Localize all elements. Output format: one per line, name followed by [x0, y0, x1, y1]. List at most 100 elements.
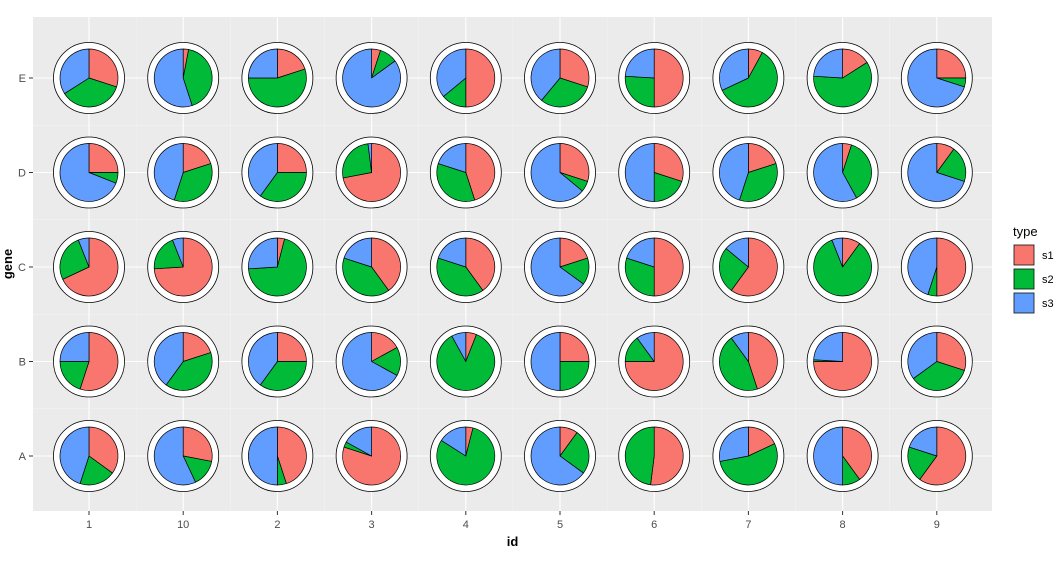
x-tick-label: 4: [463, 519, 469, 531]
pie-slice-s2: [436, 163, 476, 202]
pie-slice-s2: [719, 443, 778, 486]
pie-4-A: [429, 420, 502, 492]
pie-slice-s1: [731, 237, 778, 297]
pie-slice-s3: [440, 426, 467, 457]
pie-slice-s3: [248, 143, 278, 197]
pie-3-D: [335, 136, 408, 209]
pie-8-C: [806, 231, 879, 303]
x-tick-label: 7: [745, 519, 751, 531]
pie-slice-s2: [721, 52, 778, 108]
pie-2-D: [241, 136, 314, 209]
pie-2-E: [241, 42, 314, 114]
pie-slice-s2: [559, 432, 590, 474]
pie-8-D: [806, 136, 879, 209]
pie-slice-s3: [59, 48, 90, 94]
pie-slice-s3: [437, 237, 467, 268]
pie-slice-s1: [653, 237, 684, 297]
pie-slice-s1: [342, 426, 401, 486]
pie-slice-s3: [248, 237, 278, 270]
pie-6-B: [618, 325, 691, 398]
pie-slice-s1: [559, 143, 590, 182]
pie-slice-s2: [719, 248, 749, 291]
x-tick-label: 8: [840, 519, 846, 531]
pie-slice-s2: [842, 144, 872, 199]
pie-slice-s3: [530, 426, 584, 486]
pie-4-E: [429, 42, 502, 114]
pie-slice-s1: [748, 332, 778, 390]
pie-slice-s2: [182, 49, 213, 106]
pie-slice-s2: [624, 426, 655, 486]
y-axis-title: gene: [0, 249, 15, 279]
pie-2-A: [241, 420, 314, 492]
legend-label-s1: s1: [1042, 250, 1054, 262]
legend-title: type: [1013, 224, 1038, 239]
pie-slice-s2: [813, 239, 872, 297]
y-tick-label: B: [19, 357, 26, 369]
pie-7-E: [712, 42, 785, 114]
pie-9-C: [900, 231, 973, 303]
pie-6-D: [618, 136, 691, 209]
pie-slice-s1: [88, 143, 119, 173]
pie-slice-s1: [88, 426, 119, 474]
pie-3-A: [335, 420, 408, 492]
pie-slice-s3: [636, 332, 655, 362]
pie-slice-s2: [907, 446, 938, 480]
x-tick-label: 1: [86, 519, 92, 531]
pie-slice-s1: [277, 143, 307, 173]
pie-1-D: [53, 136, 125, 209]
pie-slice-s2: [153, 239, 184, 270]
pie-slice-s3: [626, 237, 655, 268]
x-axis-title: id: [507, 534, 519, 549]
pie-slice-s3: [624, 48, 655, 79]
pie-7-C: [712, 231, 785, 303]
pie-10-A: [147, 420, 220, 492]
pie-4-D: [429, 136, 502, 209]
x-tick-label: 9: [934, 519, 940, 531]
pie-10-B: [147, 325, 220, 398]
pie-slice-s1: [465, 237, 496, 291]
x-tick-label: 2: [274, 519, 280, 531]
pie-slice-s2: [64, 77, 117, 108]
pie-slice-s1: [371, 237, 401, 291]
pie-slice-s1: [919, 426, 967, 486]
pie-slice-s1: [88, 48, 119, 88]
pie-2-C: [241, 231, 314, 303]
pie-slice-s3: [153, 143, 184, 201]
pie-slice-s3: [719, 48, 749, 91]
pie-slice-s2: [624, 75, 655, 108]
pie-slice-s1: [813, 332, 872, 391]
pie-slice-s3: [813, 48, 843, 79]
pie-slice-s3: [907, 332, 938, 379]
pie-slice-s3: [813, 143, 857, 202]
pie-slice-s3: [907, 48, 965, 108]
pie-slice-s1: [936, 332, 967, 371]
pie-1-E: [53, 42, 125, 114]
pie-grid: [53, 42, 973, 492]
pie-slice-s2: [624, 257, 655, 297]
pie-slice-s2: [436, 334, 496, 391]
pie-slice-s3: [59, 426, 90, 484]
pie-slice-s3: [907, 237, 938, 295]
pie-8-A: [806, 420, 879, 492]
pie-slice-s3: [731, 332, 749, 362]
pie-slice-s1: [653, 143, 684, 182]
pie-5-D: [524, 136, 596, 209]
legend: type s1 s2 s3: [1013, 224, 1054, 314]
pie-2-B: [241, 325, 314, 398]
pie-8-E: [806, 42, 879, 114]
pie-slice-s2: [813, 62, 872, 108]
pie-slice-s3: [907, 143, 965, 202]
y-tick-label: C: [18, 262, 26, 274]
pie-7-B: [712, 325, 785, 398]
pie-slice-s1: [559, 48, 590, 88]
pie-10-D: [147, 136, 220, 209]
pie-slice-s2: [436, 427, 496, 486]
pie-slice-s3: [725, 237, 749, 268]
pie-slice-s3: [530, 48, 561, 101]
pie-slice-s2: [912, 361, 965, 391]
pie-slice-s1: [79, 332, 119, 391]
pie-3-C: [335, 231, 408, 303]
pie-slice-s1: [936, 237, 967, 297]
pie-slice-s2: [342, 143, 372, 179]
